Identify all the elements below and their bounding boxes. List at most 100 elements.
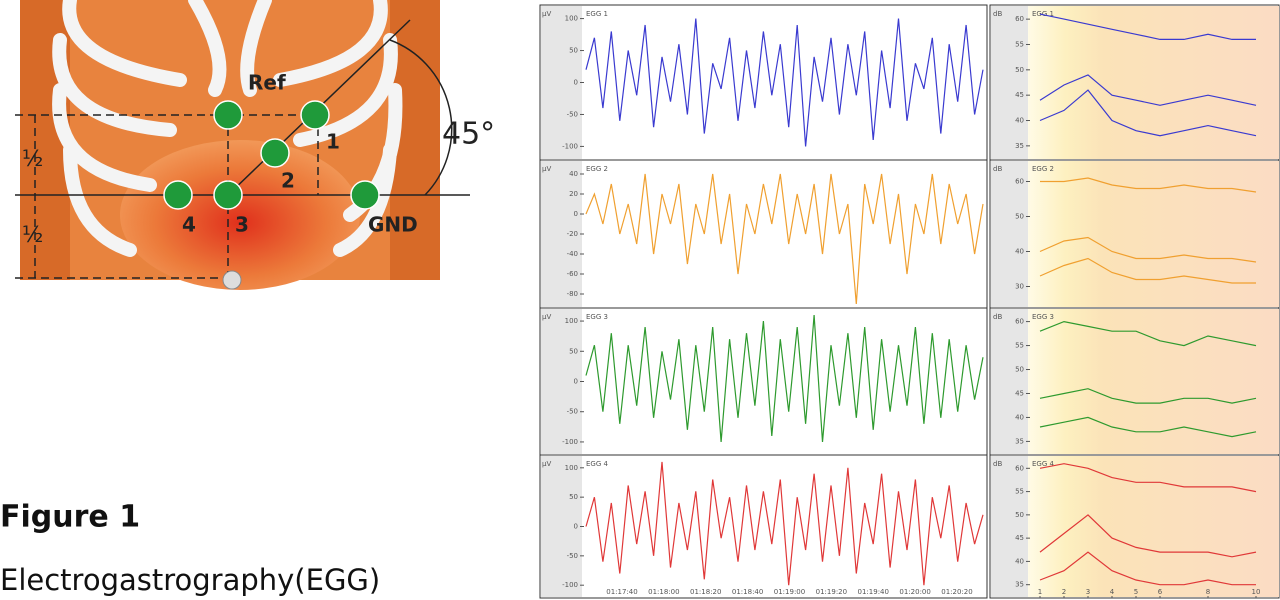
y-tick-label: 30: [1015, 283, 1024, 291]
y-tick-label: 35: [1015, 142, 1024, 150]
y-tick-label: 35: [1015, 437, 1024, 445]
gnd-label: GND: [368, 213, 418, 237]
unit-label: µV: [542, 10, 551, 18]
time-label: 01:19:00: [774, 588, 805, 596]
y-tick-label: 50: [1015, 366, 1024, 374]
spectrum-line: [1039, 463, 1257, 493]
spectrum-background: [1028, 456, 1279, 597]
signal-line: [585, 461, 984, 586]
x-tick-label: 3: [1086, 588, 1090, 596]
y-tick-label: 50: [569, 347, 578, 355]
y-tick-label: -80: [567, 290, 578, 298]
y-tick-label: 40: [1015, 117, 1024, 125]
spectrum-line: [1039, 388, 1257, 404]
unit-label: dB: [993, 10, 1002, 18]
y-tick-label: -50: [567, 408, 578, 416]
time-label: 01:20:20: [941, 588, 972, 596]
panel-title: EGG 1: [586, 10, 608, 18]
unit-label: µV: [542, 165, 551, 173]
time-label: 01:17:40: [606, 588, 637, 596]
x-tick-label: 4: [1110, 588, 1115, 596]
spectrum-background: [1028, 6, 1279, 159]
spectrum-line: [1039, 551, 1256, 586]
caption-text: Electrogastrography(EGG): [0, 563, 380, 597]
spectrum-line: [1040, 177, 1257, 193]
x-tick-label: 1: [1038, 588, 1042, 596]
y-tick-label: 100: [565, 464, 578, 472]
y-tick-label: 40: [1015, 413, 1024, 421]
x-tick-label: 8: [1206, 588, 1210, 596]
ref-label: Ref: [248, 71, 286, 95]
y-tick-label: 60: [1015, 15, 1024, 23]
y-tick-label: 45: [1015, 389, 1024, 397]
y-tick-label: -50: [567, 110, 578, 118]
half-label: ½: [22, 147, 43, 172]
axis-strip: [541, 309, 582, 454]
panel: [539, 4, 988, 161]
y-tick-label: 35: [1015, 581, 1024, 589]
electrode-label: 4: [182, 213, 196, 237]
spectrum-line: [1039, 74, 1257, 106]
half-label: ½: [22, 223, 43, 248]
spectrum-background: [1028, 161, 1279, 307]
unit-label: dB: [993, 313, 1002, 321]
y-tick-label: 20: [569, 190, 578, 198]
spectrum-line: [1039, 320, 1257, 347]
electrode-label: 3: [235, 213, 249, 237]
y-tick-label: -100: [562, 142, 578, 150]
y-tick-label: 50: [569, 493, 578, 501]
time-label: 01:19:40: [858, 588, 889, 596]
axis-strip: [541, 161, 582, 307]
y-tick-label: -40: [567, 250, 578, 258]
y-tick-label: 40: [1015, 248, 1024, 256]
y-tick-label: 45: [1015, 534, 1024, 542]
y-tick-label: 45: [1015, 91, 1024, 99]
electrodes: [163, 100, 380, 210]
y-tick-label: 50: [1015, 511, 1024, 519]
time-label: 01:18:00: [648, 588, 679, 596]
y-tick-label: 100: [565, 15, 578, 23]
y-tick-label: 50: [1015, 66, 1024, 74]
axis-strip: [541, 6, 582, 159]
y-tick-label: 40: [569, 170, 578, 178]
unit-label: µV: [542, 313, 551, 321]
spectrum-line: [1039, 514, 1257, 558]
panel: [539, 454, 988, 599]
y-tick-label: 50: [569, 47, 578, 55]
spectrum-line: [1039, 89, 1257, 137]
time-label: 01:18:40: [732, 588, 763, 596]
y-tick-label: 55: [1015, 342, 1024, 350]
x-tick-label: 2: [1062, 588, 1066, 596]
stomach: [120, 140, 360, 290]
y-tick-label: 0: [574, 210, 578, 218]
panel-title: EGG 2: [586, 165, 608, 173]
panel: [539, 159, 988, 309]
electrode-diagram: Ref 1 2 3 4 GND 45° ½ ½: [15, 0, 495, 290]
time-label: 01:19:20: [816, 588, 847, 596]
axis-strip: [991, 161, 1028, 307]
x-tick-label: 10: [1252, 588, 1261, 596]
x-tick-label: 6: [1158, 588, 1163, 596]
unit-label: µV: [542, 460, 551, 468]
x-tick-label: 5: [1134, 588, 1138, 596]
time-label: 01:20:00: [899, 588, 930, 596]
unit-label: dB: [993, 460, 1002, 468]
y-tick-label: -50: [567, 552, 578, 560]
spectrum-line: [1039, 416, 1257, 438]
panel-title: EGG 1: [1032, 10, 1054, 18]
y-tick-label: 60: [1015, 318, 1024, 326]
signal-line: [585, 314, 984, 442]
y-tick-label: 50: [1015, 213, 1024, 221]
spectrum-line: [1039, 13, 1256, 40]
signal-line: [585, 18, 984, 147]
electrode-label: 2: [281, 169, 295, 193]
axis-strip: [541, 456, 582, 597]
electrode-label: 1: [326, 130, 340, 154]
axis-strip: [991, 309, 1028, 454]
spectrum-line: [1039, 236, 1257, 263]
y-tick-label: 40: [1015, 557, 1024, 565]
y-tick-label: 55: [1015, 488, 1024, 496]
y-tick-label: -60: [567, 270, 578, 278]
panel-title: EGG 4: [586, 460, 608, 468]
